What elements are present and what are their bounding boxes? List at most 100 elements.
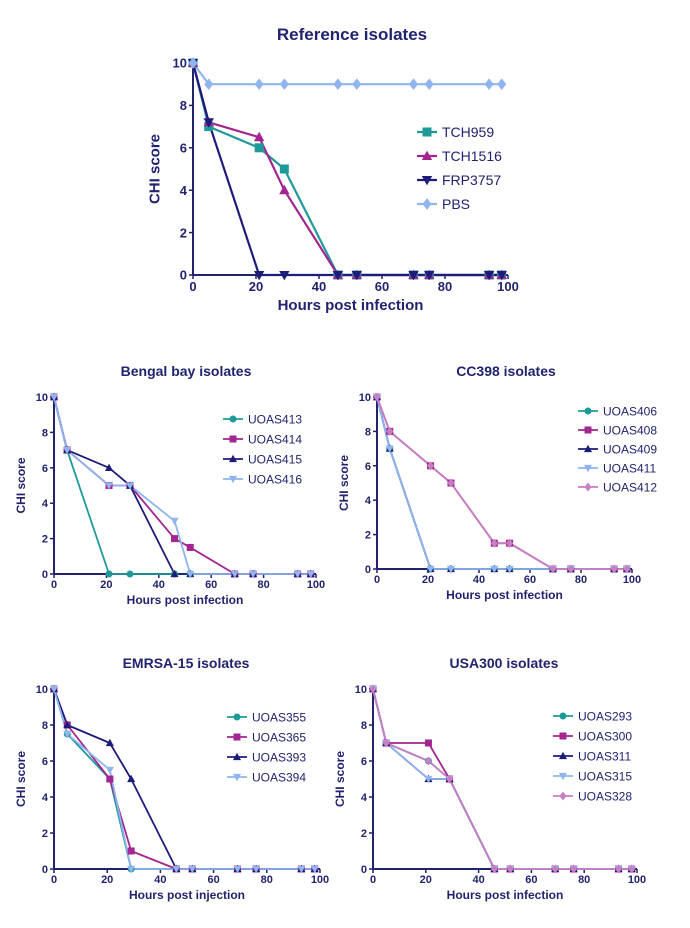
x-tick-label: 100: [628, 874, 646, 886]
data-point-UOAS394: [105, 766, 114, 775]
data-point-UOAS416: [249, 570, 258, 579]
legend-marker-UOAS415: [228, 454, 238, 463]
data-point-UOAS328: [615, 864, 623, 874]
x-tick-label: 0: [370, 874, 376, 886]
legend-label: UOAS412: [603, 480, 657, 494]
x-tick-label: 40: [473, 574, 485, 586]
data-point-PBS: [254, 78, 264, 91]
chart-title: Bengal bay isolates: [121, 363, 252, 379]
data-point-UOAS416: [306, 570, 315, 579]
x-axis-label: Hours post infection: [446, 588, 563, 602]
legend-label: UOAS393: [252, 750, 306, 764]
legend-label: PBS: [442, 196, 470, 212]
x-axis-label: Hours post injection: [129, 888, 245, 902]
data-point-UOAS300: [424, 739, 432, 747]
data-point-UOAS416: [104, 482, 114, 490]
legend-marker-UOAS408: [584, 426, 592, 434]
legend-marker-UOAS416: [228, 475, 238, 484]
y-tick-label: 8: [42, 427, 48, 439]
data-point-UOAS412: [490, 538, 498, 548]
x-tick-label: 40: [312, 279, 326, 294]
data-point-UOAS315: [424, 775, 433, 784]
y-tick-label: 8: [361, 720, 367, 732]
x-tick-label: 80: [578, 874, 590, 886]
y-tick-label: 4: [180, 183, 188, 198]
y-axis-label: CHI score: [333, 751, 347, 807]
y-tick-label: 4: [42, 498, 49, 510]
y-tick-label: 2: [365, 530, 371, 542]
series-line-TCH959: [191, 62, 502, 277]
data-point-TCH1516: [253, 131, 265, 142]
data-point-UOAS411: [426, 565, 435, 574]
x-tick-label: 80: [438, 279, 452, 294]
data-point-PBS: [188, 57, 198, 69]
x-tick-label: 100: [497, 279, 519, 294]
data-point-UOAS416: [186, 570, 195, 579]
data-point-PBS: [424, 78, 434, 91]
legend-marker-FRP3757: [421, 175, 433, 186]
legend-label: UOAS409: [603, 442, 657, 456]
x-tick-label: 100: [623, 574, 641, 586]
x-tick-label: 40: [472, 874, 484, 886]
data-point-UOAS394: [252, 865, 261, 874]
legend-label: UOAS328: [578, 789, 632, 803]
y-tick-label: 0: [42, 864, 48, 876]
data-point-UOAS416: [293, 570, 302, 579]
chart-title: CC398 isolates: [456, 363, 556, 379]
legend-label: UOAS315: [578, 769, 632, 783]
legend-marker-UOAS293: [559, 712, 567, 720]
y-tick-label: 10: [36, 392, 48, 404]
data-point-UOAS412: [567, 564, 575, 574]
data-point-UOAS412: [373, 392, 381, 402]
data-point-UOAS411: [385, 445, 394, 453]
x-tick-label: 40: [153, 579, 165, 591]
data-point-UOAS328: [446, 774, 454, 784]
data-point-UOAS411: [446, 565, 455, 574]
legend-marker-UOAS365: [233, 733, 241, 741]
y-tick-label: 2: [42, 534, 48, 546]
legend-marker-UOAS406: [584, 407, 592, 415]
data-point-UOAS412: [447, 478, 455, 488]
data-point-FRP3757: [279, 270, 290, 281]
series-line-UOAS394: [53, 688, 315, 870]
data-point-UOAS328: [506, 864, 514, 874]
x-tick-label: 80: [575, 574, 587, 586]
x-tick-label: 0: [189, 279, 196, 294]
y-tick-label: 10: [355, 684, 367, 696]
x-tick-label: 20: [100, 579, 112, 591]
x-axis-label: Hours post infection: [127, 593, 244, 607]
x-tick-label: 0: [374, 574, 380, 586]
data-point-UOAS328: [369, 684, 377, 694]
data-point-UOAS328: [551, 864, 559, 874]
y-tick-label: 4: [42, 792, 49, 804]
y-axis-label: CHI score: [14, 457, 28, 513]
data-point-UOAS412: [427, 461, 435, 471]
y-tick-label: 0: [361, 864, 367, 876]
y-tick-label: 6: [42, 463, 48, 475]
x-tick-label: 20: [422, 574, 434, 586]
x-tick-label: 60: [525, 874, 537, 886]
data-point-UOAS415: [170, 569, 179, 578]
data-point-PBS: [279, 78, 289, 91]
data-point-UOAS413: [105, 570, 113, 578]
y-tick-label: 0: [180, 268, 187, 283]
y-tick-label: 10: [36, 684, 48, 696]
data-point-UOAS394: [172, 865, 181, 874]
chart-panel-4: EMRSA-15 isolates 0 20 40 60 80 100 0 2 4 6 8 10 Hour…: [14, 655, 329, 902]
series-line-TCH1516: [191, 62, 502, 277]
data-point-UOAS412: [386, 426, 394, 436]
legend-marker-TCH1516: [421, 150, 433, 161]
x-tick-label: 60: [207, 874, 219, 886]
y-tick-label: 8: [42, 720, 48, 732]
data-point-UOAS412: [549, 564, 557, 574]
series-line-FRP3757: [191, 62, 502, 277]
legend-marker-UOAS411: [583, 464, 593, 473]
y-tick-label: 0: [365, 564, 371, 576]
series-line-PBS: [192, 62, 502, 86]
data-point-PBS: [352, 78, 362, 91]
x-tick-label: 60: [205, 579, 217, 591]
data-point-FRP3757: [496, 270, 507, 281]
legend-marker-UOAS412: [584, 482, 592, 492]
x-tick-label: 60: [375, 279, 389, 294]
legend-marker-UOAS328: [559, 791, 567, 801]
